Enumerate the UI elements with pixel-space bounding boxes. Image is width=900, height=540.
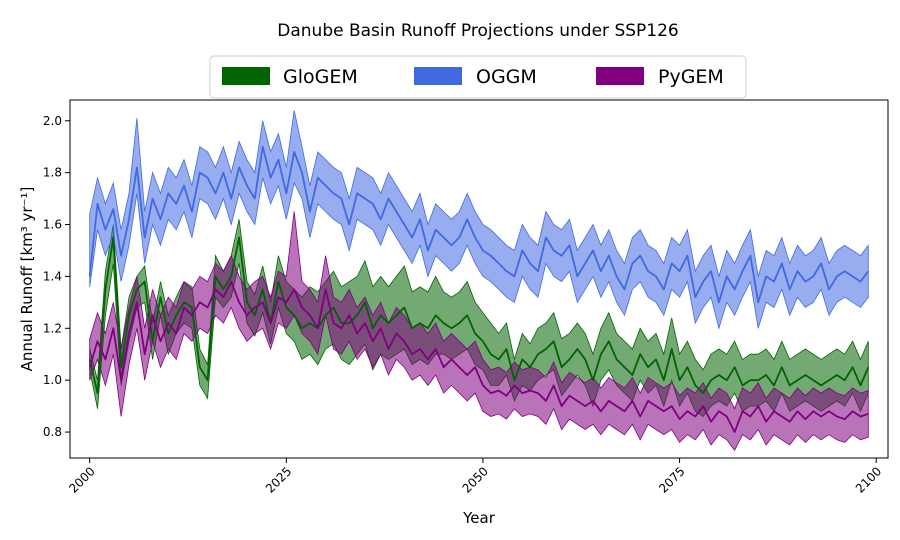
line-glogem [88,236,870,395]
legend-frame [209,55,747,99]
legend-swatch-oggm [414,67,462,85]
x-tick-label-2000: 2000 [66,464,97,495]
chart-title: Danube Basin Runoff Projections under SS… [277,21,678,41]
y-tick-label-0.8: 0.8 [43,425,62,439]
x-tick-label-2100: 2100 [853,464,884,495]
legend-label-oggm: OGGM [476,66,537,88]
legend-label-glogem: GloGEM [283,66,358,88]
x-axis-label: Year [462,509,496,527]
uncertainty-bands [89,110,869,451]
band-oggm [89,110,869,330]
x-tick-label-2050: 2050 [460,464,491,495]
y-tick-label-1.2: 1.2 [43,321,62,335]
y-tick-label-2.0: 2.0 [43,114,62,128]
y-axis-label: Annual Runoff [km³ yr⁻¹] [18,187,36,372]
legend-swatch-glogem [222,67,270,85]
legend-label-pygem: PyGEM [658,66,724,88]
x-tick-label-2025: 2025 [263,464,294,495]
y-tick-label-1.0: 1.0 [43,373,62,387]
legend-entry-oggm: OGGM [414,66,537,88]
legend-entry-glogem: GloGEM [222,66,358,88]
legend-entry-pygem: PyGEM [596,66,724,88]
legend-swatch-pygem [596,67,644,85]
band-pygem [89,211,869,451]
x-tick-label-2075: 2075 [656,464,687,495]
line-pygem [88,280,869,434]
series-lines [88,145,870,434]
x-axis: 2000 2025 2050 2075 2100 [66,458,884,496]
legend: GloGEM OGGM PyGEM [209,55,747,99]
plot-frame [69,99,889,459]
y-tick-label-1.8: 1.8 [43,166,62,180]
y-tick-label-1.6: 1.6 [43,218,62,232]
y-axis: 0.8 1.0 1.2 1.4 1.6 1.8 2.0 [43,114,70,439]
y-tick-label-1.4: 1.4 [43,269,62,283]
line-oggm [88,145,870,304]
